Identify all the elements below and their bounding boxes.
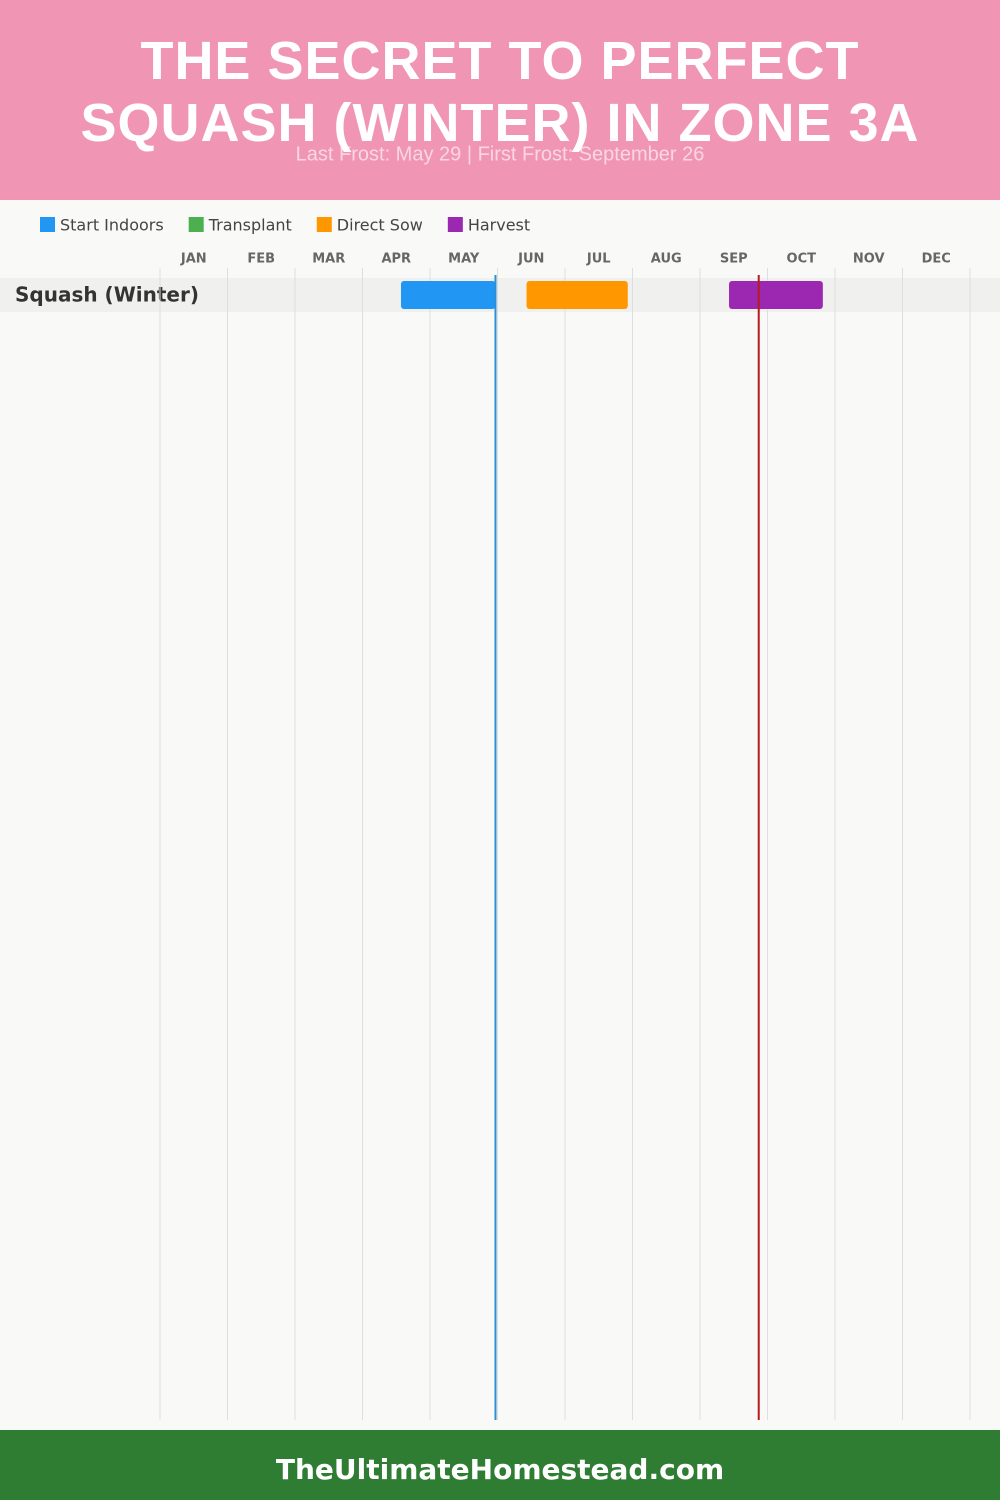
row-band [0,278,1000,312]
x-tick-label: MAR [312,252,345,267]
x-tick-label: JUL [586,252,611,267]
subtitle: Last Frost: May 29 | First Frost: Septem… [296,143,705,165]
x-tick-label: JAN [180,252,207,267]
x-tick-label: SEP [720,252,748,267]
footer-bg [0,1430,1000,1500]
legend-label: Start Indoors [60,216,164,235]
header-bg [0,0,1000,200]
footer: TheUltimateHomestead.com [276,1453,724,1486]
x-tick-label: DEC [922,252,951,267]
legend-swatch [188,217,204,232]
legend-label: Transplant [208,216,292,235]
bar [729,281,823,309]
x-tick-label: OCT [787,252,817,267]
x-tick-label: NOV [853,252,885,267]
legend-label: Harvest [468,216,530,235]
bar [400,281,496,309]
x-tick-label: AUG [651,252,682,267]
x-tick-label: FEB [247,252,275,267]
x-tick-label: JUN [517,252,544,267]
row-label: Squash (Winter) [15,283,199,307]
x-tick-label: APR [381,252,411,267]
legend-swatch [447,217,463,232]
legend-label: Direct Sow [337,216,423,235]
x-tick-label: MAY [448,252,480,267]
chart-bg [0,200,1000,1430]
legend-swatch [316,217,332,232]
bar [526,281,628,309]
chart-title: THE SECRET TO PERFECT SQUASH (WINTER) IN… [80,31,920,153]
legend-swatch [40,217,55,232]
